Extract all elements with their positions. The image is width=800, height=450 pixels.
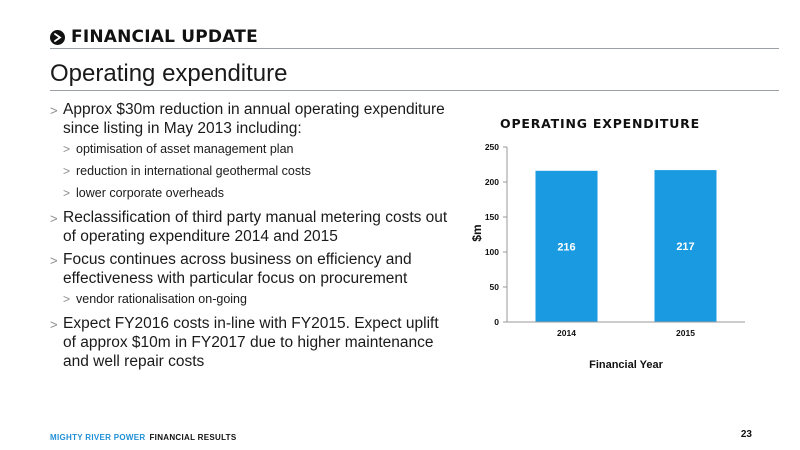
x-axis-label: Financial Year — [589, 359, 664, 370]
chart-title: OPERATING EXPENDITURE — [500, 116, 700, 131]
bar-2014 — [535, 170, 598, 322]
page-number: 23 — [740, 429, 752, 440]
opex-chart: OPERATING EXPENDITURE $m Financial Year … — [450, 110, 780, 371]
sub-bullet-text: lower corporate overheads — [76, 186, 224, 200]
bullet-marker: > — [63, 186, 71, 200]
top-divider — [50, 48, 779, 49]
bar-2015 — [654, 170, 717, 322]
y-tick-label: 100 — [485, 247, 499, 257]
y-tick-label: 200 — [485, 177, 499, 187]
sub-bullet-text: optimisation of asset management plan — [76, 142, 294, 156]
data-label-2014: 216 — [557, 241, 575, 253]
footer-subtitle: FINANCIAL RESULTS — [149, 433, 237, 442]
page-title: Operating expenditure — [50, 60, 288, 87]
opex-chart-svg: OPERATING EXPENDITURE $m Financial Year … — [470, 116, 745, 371]
bullet-item: > Reclassification of third party manual … — [50, 208, 455, 246]
bullet-marker: > — [63, 142, 71, 156]
data-label-2015: 217 — [676, 241, 694, 253]
bullet-text: Focus continues across business on effic… — [63, 251, 412, 287]
bullet-list: > Approx $30m reduction in annual operati… — [50, 100, 455, 375]
y-tick-label: 150 — [485, 212, 499, 222]
bullet-text: Approx $30m reduction in annual operatin… — [63, 101, 445, 137]
bullet-text: Expect FY2016 costs in-line with FY2015.… — [63, 315, 439, 370]
x-tick-label: 2015 — [676, 328, 695, 338]
sub-bullet-text: reduction in international geothermal co… — [76, 164, 311, 178]
section-header: FINANCIAL UPDATE — [50, 27, 258, 47]
bullet-item: > Focus continues across business on effi… — [50, 250, 455, 288]
y-tick-label: 0 — [494, 317, 499, 327]
sub-bullet-item: > reduction in international geothermal c… — [50, 164, 455, 179]
y-axis-label: $m — [470, 224, 484, 241]
footer-brand: MIGHTY RIVER POWER — [50, 433, 146, 442]
bullet-marker: > — [63, 164, 71, 178]
y-tick-label: 50 — [490, 282, 500, 292]
sub-bullet-item: > lower corporate overheads — [50, 186, 455, 201]
arrow-right-glyph — [54, 32, 62, 42]
sub-bullet-item: > optimisation of asset management plan — [50, 142, 455, 157]
bullet-marker: > — [50, 317, 58, 332]
section-title: FINANCIAL UPDATE — [71, 27, 258, 47]
bullet-marker: > — [63, 292, 71, 306]
title-divider — [50, 90, 779, 91]
sub-bullet-text: vendor rationalisation on-going — [76, 292, 247, 306]
bullet-marker: > — [50, 253, 58, 268]
bullet-marker: > — [50, 103, 58, 118]
sub-bullet-item: > vendor rationalisation on-going — [50, 292, 455, 307]
footer: MIGHTY RIVER POWER FINANCIAL RESULTS — [50, 433, 237, 442]
bullet-item: > Expect FY2016 costs in-line with FY2015… — [50, 314, 455, 371]
y-tick-label: 250 — [485, 142, 499, 152]
bullet-marker: > — [50, 211, 58, 226]
x-tick-label: 2014 — [557, 328, 576, 338]
bullet-text: Reclassification of third party manual m… — [63, 209, 448, 245]
arrow-right-icon — [50, 29, 65, 45]
bullet-item: > Approx $30m reduction in annual operati… — [50, 100, 455, 138]
